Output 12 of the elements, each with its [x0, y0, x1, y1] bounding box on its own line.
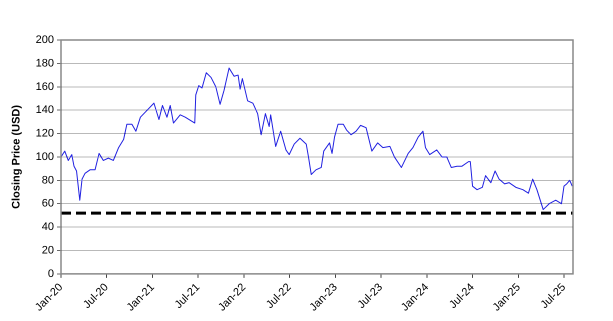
y-tick-label: 20 [42, 244, 54, 257]
y-tick-label: 60 [42, 198, 54, 210]
y-axis-title: Closing Price (USD) [10, 104, 23, 209]
y-tick-label: 200 [36, 34, 54, 46]
y-tick-label: 180 [36, 57, 54, 70]
y-tick-label: 100 [36, 150, 54, 163]
y-tick-label: 0 [48, 268, 54, 280]
y-tick-label: 40 [42, 221, 54, 234]
y-tick-label: 160 [36, 80, 54, 93]
y-tick-label: 80 [42, 174, 54, 186]
y-tick-label: 140 [36, 104, 54, 116]
y-tick-label: 120 [36, 128, 54, 140]
